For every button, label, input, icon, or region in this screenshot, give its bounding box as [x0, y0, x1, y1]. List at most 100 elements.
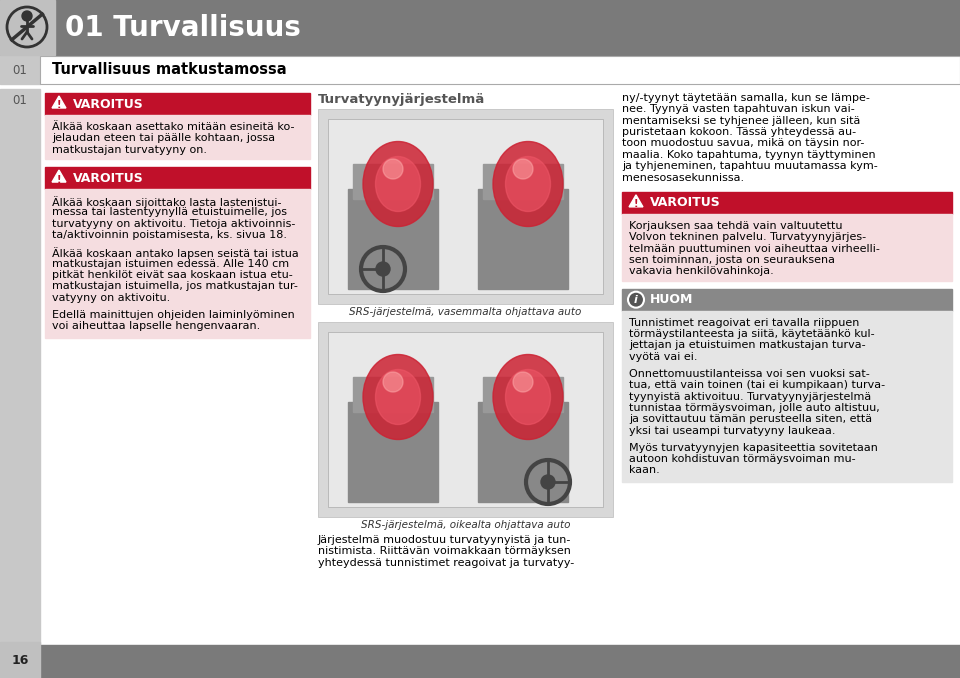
Text: Edellä mainittujen ohjeiden laiminlyöminen: Edellä mainittujen ohjeiden laiminlyömin… [52, 310, 295, 320]
Bar [348, 189, 438, 289]
Circle shape [628, 292, 644, 308]
Text: nistimista. Riittävän voimakkaan törmäyksen: nistimista. Riittävän voimakkaan törmäyk… [318, 546, 571, 557]
Circle shape [376, 262, 390, 276]
Text: VAROITUS: VAROITUS [650, 197, 721, 210]
Text: !: ! [57, 100, 61, 111]
Text: matkustajan istuimella, jos matkustajan tur-: matkustajan istuimella, jos matkustajan … [52, 281, 298, 292]
Text: kaan.: kaan. [629, 465, 660, 475]
Bar [318, 322, 613, 517]
Text: sen toiminnan, josta on seurauksena: sen toiminnan, josta on seurauksena [629, 255, 835, 265]
Text: ny/-tyynyt täytetään samalla, kun se lämpe-: ny/-tyynyt täytetään samalla, kun se läm… [622, 93, 870, 103]
Bar [45, 115, 310, 159]
Text: 01: 01 [12, 64, 28, 77]
Text: Turvatyynyjärjestelmä: Turvatyynyjärjestelmä [318, 93, 485, 106]
Ellipse shape [506, 370, 550, 424]
Text: pitkät henkilöt eivät saa koskaan istua etu-: pitkät henkilöt eivät saa koskaan istua … [52, 270, 293, 280]
Text: HUOM: HUOM [650, 293, 693, 306]
Circle shape [541, 475, 555, 489]
Bar [483, 377, 563, 412]
Bar [45, 189, 310, 338]
Bar [328, 332, 603, 507]
Text: !: ! [634, 199, 638, 210]
Text: turvatyyny on aktivoitu. Tietoja aktivoinnis-: turvatyyny on aktivoitu. Tietoja aktivoi… [52, 219, 296, 228]
Bar [318, 109, 613, 304]
Bar [40, 56, 960, 84]
Text: menesosasekunnissa.: menesosasekunnissa. [622, 172, 744, 182]
Text: vyötä vai ei.: vyötä vai ei. [629, 352, 698, 362]
Text: jelaudan eteen tai päälle kohtaan, jossa: jelaudan eteen tai päälle kohtaan, jossa [52, 134, 276, 143]
Bar [0, 89, 40, 644]
Text: Volvon tekninen palvelu. Turvatyynyjärjes-: Volvon tekninen palvelu. Turvatyynyjärje… [629, 233, 866, 242]
Bar [353, 377, 433, 412]
Text: Älkää koskaan sijoittako lasta lastenistui-: Älkää koskaan sijoittako lasta lastenist… [52, 196, 281, 208]
Text: yksi tai useampi turvatyyny laukeaa.: yksi tai useampi turvatyyny laukeaa. [629, 426, 835, 435]
Bar [622, 214, 952, 281]
Text: SRS-järjestelmä, vasemmalta ohjattava auto: SRS-järjestelmä, vasemmalta ohjattava au… [349, 307, 582, 317]
Bar [0, 0, 55, 55]
Bar [45, 93, 310, 115]
Ellipse shape [493, 142, 563, 226]
Text: SRS-järjestelmä, oikealta ohjattava auto: SRS-järjestelmä, oikealta ohjattava auto [361, 520, 570, 530]
Text: voi aiheuttaa lapselle hengenvaaran.: voi aiheuttaa lapselle hengenvaaran. [52, 321, 260, 331]
Ellipse shape [375, 370, 420, 424]
Ellipse shape [363, 355, 433, 439]
Text: Älkää koskaan antako lapsen seistä tai istua: Älkää koskaan antako lapsen seistä tai i… [52, 247, 299, 259]
Ellipse shape [383, 372, 403, 392]
Text: !: ! [57, 174, 61, 184]
Text: puristetaan kokoon. Tässä yhteydessä au-: puristetaan kokoon. Tässä yhteydessä au- [622, 127, 856, 137]
Text: i: i [634, 295, 638, 305]
Text: törmäystilanteesta ja siitä, käytetäänkö kul-: törmäystilanteesta ja siitä, käytetäänkö… [629, 329, 875, 339]
Text: toon muodostuu savua, mikä on täysin nor-: toon muodostuu savua, mikä on täysin nor… [622, 138, 864, 148]
Text: tua, että vain toinen (tai ei kumpikaan) turva-: tua, että vain toinen (tai ei kumpikaan)… [629, 380, 885, 390]
Bar [0, 56, 40, 84]
Bar [348, 402, 438, 502]
Text: Järjestelmä muodostuu turvatyynyistä ja tun-: Järjestelmä muodostuu turvatyynyistä ja … [318, 535, 571, 545]
Ellipse shape [363, 142, 433, 226]
Text: yhteydessä tunnistimet reagoivat ja turvatyy-: yhteydessä tunnistimet reagoivat ja turv… [318, 558, 574, 567]
Bar [478, 189, 568, 289]
Text: maalia. Koko tapahtuma, tyynyn täyttyminen: maalia. Koko tapahtuma, tyynyn täyttymin… [622, 150, 876, 160]
Ellipse shape [493, 355, 563, 439]
Text: Älkää koskaan asettako mitään esineitä ko-: Älkää koskaan asettako mitään esineitä k… [52, 122, 295, 132]
Ellipse shape [513, 372, 533, 392]
Ellipse shape [513, 159, 533, 179]
Text: vakavia henkilövahinkoja.: vakavia henkilövahinkoja. [629, 266, 774, 277]
Text: VAROITUS: VAROITUS [73, 98, 144, 111]
Text: Myös turvatyynyjen kapasiteettia sovitetaan: Myös turvatyynyjen kapasiteettia sovitet… [629, 443, 877, 453]
Ellipse shape [375, 157, 420, 212]
Ellipse shape [506, 157, 550, 212]
Bar [478, 402, 568, 502]
Text: 01: 01 [12, 94, 28, 108]
Text: ja sovittautuu tämän perusteella siten, että: ja sovittautuu tämän perusteella siten, … [629, 414, 872, 424]
Bar [353, 164, 433, 199]
Text: ta/aktivoinnin poistamisesta, ks. sivua 18.: ta/aktivoinnin poistamisesta, ks. sivua … [52, 230, 287, 240]
Bar [0, 0, 960, 55]
Text: matkustajan turvatyyny on.: matkustajan turvatyyny on. [52, 144, 207, 155]
Text: 16: 16 [12, 654, 29, 668]
Text: Turvallisuus matkustamossa: Turvallisuus matkustamossa [52, 62, 287, 77]
Text: matkustajan istuimen edessä. Alle 140 cm: matkustajan istuimen edessä. Alle 140 cm [52, 258, 289, 268]
Polygon shape [52, 170, 66, 182]
Text: tunnistaa törmäysvoiman, jolle auto altistuu,: tunnistaa törmäysvoiman, jolle auto alti… [629, 403, 879, 413]
Circle shape [22, 11, 32, 21]
Text: Tunnistimet reagoivat eri tavalla riippuen: Tunnistimet reagoivat eri tavalla riippu… [629, 318, 859, 327]
Text: autoon kohdistuvan törmäysvoiman mu-: autoon kohdistuvan törmäysvoiman mu- [629, 454, 855, 464]
Text: nee. Tyynyä vasten tapahtuvan iskun vai-: nee. Tyynyä vasten tapahtuvan iskun vai- [622, 104, 854, 115]
Polygon shape [629, 195, 643, 207]
Text: 01 Turvallisuus: 01 Turvallisuus [65, 14, 300, 41]
Text: telmään puuttuminen voi aiheuttaa virheelli-: telmään puuttuminen voi aiheuttaa virhee… [629, 243, 880, 254]
Text: mentamiseksi se tyhjenee jälleen, kun sitä: mentamiseksi se tyhjenee jälleen, kun si… [622, 116, 860, 125]
Text: tyynyistä aktivoituu. Turvatyynyjärjestelmä: tyynyistä aktivoituu. Turvatyynyjärjeste… [629, 391, 872, 401]
Bar [622, 192, 952, 214]
Text: Korjauksen saa tehdä vain valtuutettu: Korjauksen saa tehdä vain valtuutettu [629, 221, 843, 231]
Bar [45, 167, 310, 189]
Bar [483, 164, 563, 199]
Text: messa tai lastentyynyllä etuistuimelle, jos: messa tai lastentyynyllä etuistuimelle, … [52, 207, 287, 218]
Bar [0, 645, 960, 678]
Bar [622, 289, 952, 311]
Text: ja tyhjeneminen, tapahtuu muutamassa kym-: ja tyhjeneminen, tapahtuu muutamassa kym… [622, 161, 877, 171]
Text: jettajan ja etuistuimen matkustajan turva-: jettajan ja etuistuimen matkustajan turv… [629, 340, 866, 351]
Bar [0, 642, 40, 678]
Text: VAROITUS: VAROITUS [73, 172, 144, 184]
Text: Onnettomuustilanteissa voi sen vuoksi sat-: Onnettomuustilanteissa voi sen vuoksi sa… [629, 369, 870, 379]
